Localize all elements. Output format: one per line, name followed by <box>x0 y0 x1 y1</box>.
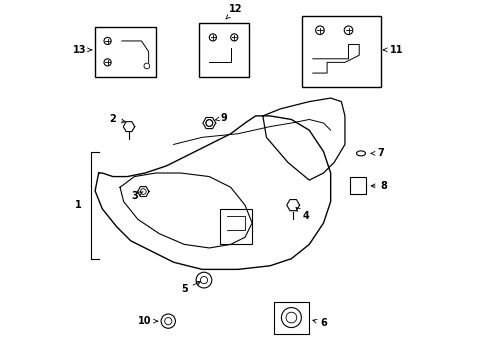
Text: 5: 5 <box>181 282 200 294</box>
Bar <box>198 23 248 77</box>
Text: 9: 9 <box>215 113 227 123</box>
Text: 11: 11 <box>383 45 403 55</box>
Text: 12: 12 <box>226 4 243 19</box>
Bar <box>273 302 309 334</box>
Text: 6: 6 <box>313 318 327 328</box>
Bar <box>302 16 381 87</box>
Text: 8: 8 <box>371 181 388 191</box>
Text: 1: 1 <box>75 200 82 210</box>
Bar <box>95 27 156 77</box>
Bar <box>220 209 252 244</box>
Text: 2: 2 <box>110 114 125 125</box>
Text: 7: 7 <box>371 148 384 158</box>
Text: 13: 13 <box>73 45 92 55</box>
Bar <box>350 177 367 194</box>
Text: 3: 3 <box>131 191 143 201</box>
Text: 4: 4 <box>296 208 309 221</box>
Text: 10: 10 <box>138 316 158 326</box>
